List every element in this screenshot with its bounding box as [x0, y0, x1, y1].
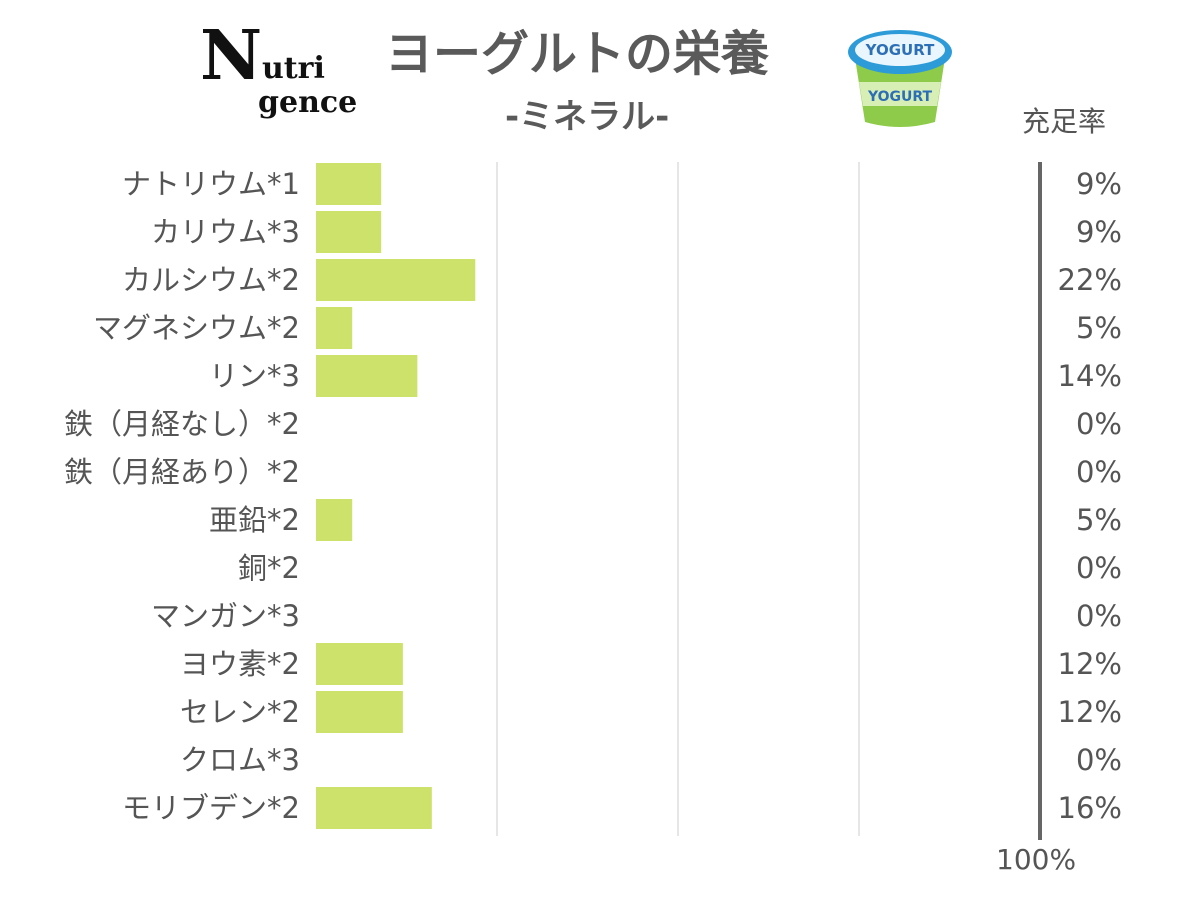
- value-label: 9%: [1076, 167, 1122, 201]
- value-label: 12%: [1058, 695, 1122, 729]
- category-label: 鉄（月経あり）*2: [64, 455, 300, 489]
- logo-text-gence: gence: [258, 85, 358, 120]
- category-label: モリブデン*2: [122, 791, 300, 825]
- value-label: 5%: [1076, 503, 1122, 537]
- bar: [316, 499, 353, 541]
- yogurt-cup-icon: YOGURT YOGURT: [848, 30, 952, 127]
- cup-body-text: YOGURT: [867, 89, 933, 105]
- category-label: ナトリウム*1: [122, 167, 300, 201]
- category-label: リン*3: [209, 359, 300, 393]
- value-label: 12%: [1058, 647, 1122, 681]
- value-label: 0%: [1076, 407, 1122, 441]
- value-label: 16%: [1058, 791, 1122, 825]
- bar: [316, 211, 382, 253]
- value-label: 22%: [1058, 263, 1122, 297]
- bar: [316, 787, 432, 829]
- bar: [316, 691, 403, 733]
- category-label: マンガン*3: [151, 599, 300, 633]
- rate-column-header: 充足率: [1022, 105, 1107, 138]
- page-title: ヨーグルトの栄養: [385, 26, 770, 82]
- category-label: マグネシウム*2: [93, 311, 300, 345]
- category-label: 鉄（月経なし）*2: [64, 407, 300, 441]
- category-label: カリウム*3: [151, 215, 300, 249]
- value-label: 14%: [1058, 359, 1122, 393]
- category-label: クロム*3: [180, 743, 300, 777]
- category-label: カルシウム*2: [122, 263, 300, 297]
- category-label: セレン*2: [180, 695, 300, 729]
- value-label: 0%: [1076, 551, 1122, 585]
- cup-lid-text: YOGURT: [865, 41, 935, 59]
- axis-end-label: 100%: [996, 843, 1077, 876]
- bar: [316, 307, 353, 349]
- category-label: ヨウ素*2: [180, 647, 300, 681]
- value-label: 5%: [1076, 311, 1122, 345]
- bar: [316, 643, 403, 685]
- category-label: 亜鉛*2: [209, 503, 300, 537]
- value-label: 9%: [1076, 215, 1122, 249]
- bar: [316, 163, 382, 205]
- logo-letter-n: N: [200, 16, 262, 96]
- bar: [316, 355, 418, 397]
- value-label: 0%: [1076, 455, 1122, 489]
- category-label: 銅*2: [238, 551, 300, 585]
- value-label: 0%: [1076, 743, 1122, 777]
- logo-text-utri: utri: [262, 51, 325, 86]
- bar: [316, 259, 476, 301]
- value-label: 0%: [1076, 599, 1122, 633]
- page-subtitle: -ミネラル-: [505, 97, 670, 137]
